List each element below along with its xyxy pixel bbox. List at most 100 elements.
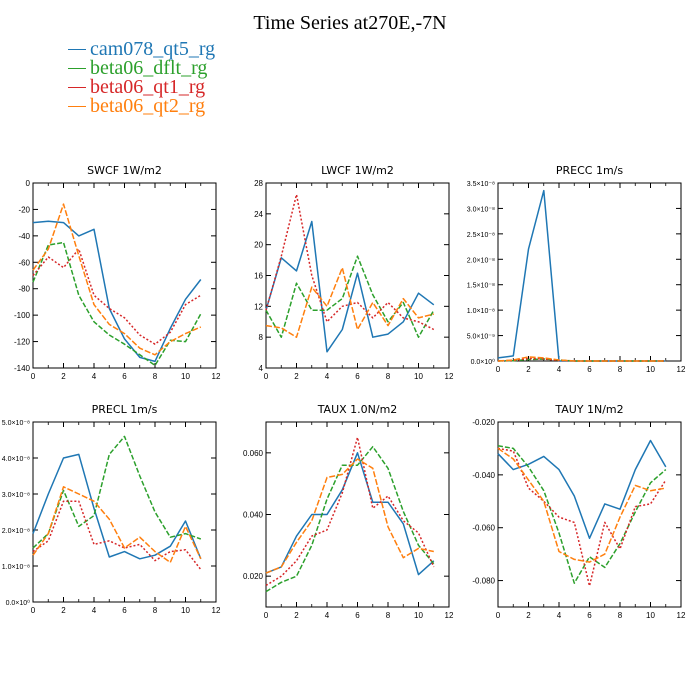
- x-tick-label: 0: [31, 372, 36, 381]
- y-tick-label: 0.060: [243, 449, 264, 458]
- x-tick-label: 10: [646, 611, 655, 620]
- x-tick-label: 12: [445, 611, 454, 620]
- legend-label: beta06_qt2_rg: [90, 95, 206, 117]
- y-tick-label: 0.0×10⁰: [6, 599, 31, 607]
- chart-panel: PRECC 1m/s 0 2 4 6 8 10 12 0.0×10⁰ 5.0×10⁻⁹ 1.0×10…: [467, 164, 686, 374]
- y-tick-label: 1.0×10⁻⁸: [2, 564, 30, 571]
- legend-label: beta06_dflt_rg: [90, 57, 208, 79]
- x-tick-label: 12: [677, 611, 686, 620]
- legend-swatch: [68, 87, 86, 88]
- x-tick-label: 12: [212, 606, 221, 615]
- series-line: [32, 241, 202, 367]
- panel-title: PRECL 1m/s: [92, 403, 158, 416]
- y-tick-label: 24: [254, 210, 263, 219]
- x-tick-label: 10: [414, 372, 423, 381]
- y-tick-label: -40: [18, 232, 30, 241]
- legend-swatch: [68, 106, 86, 107]
- y-tick-label: -120: [14, 338, 31, 347]
- x-tick-label: 12: [212, 372, 221, 381]
- x-tick-label: 8: [153, 372, 158, 381]
- x-tick-label: 6: [122, 606, 127, 615]
- x-tick-label: 8: [386, 611, 391, 620]
- y-tick-label: 28: [254, 179, 263, 188]
- x-tick-label: 0: [264, 372, 269, 381]
- panel-title: TAUX 1.0N/m2: [317, 403, 398, 416]
- legend-swatch: [68, 68, 86, 69]
- series-line: [32, 500, 202, 571]
- x-tick-label: 2: [526, 365, 531, 374]
- series-line: [32, 435, 202, 549]
- x-tick-label: 4: [557, 611, 562, 620]
- y-tick-label: -0.080: [472, 577, 495, 586]
- panel-title: TAUY 1N/m2: [554, 403, 623, 416]
- legend: cam078_qt5_rg beta06_dflt_rg beta06_qt1_rg…: [68, 38, 216, 117]
- x-tick-label: 4: [557, 365, 562, 374]
- x-tick-label: 6: [355, 611, 360, 620]
- series-line: [265, 436, 435, 587]
- chart-panel: TAUX 1.0N/m2 0 2 4 6 8 10 12 0.020 0.040 0.060: [243, 403, 454, 620]
- x-tick-label: 10: [414, 611, 423, 620]
- y-tick-label: 20: [254, 241, 263, 250]
- x-tick-label: 2: [526, 611, 531, 620]
- x-tick-label: 0: [264, 611, 269, 620]
- legend-label: beta06_qt1_rg: [90, 76, 206, 98]
- series-line: [265, 458, 434, 574]
- series-line: [265, 452, 435, 576]
- x-tick-label: 8: [386, 372, 391, 381]
- x-tick-label: 10: [181, 372, 190, 381]
- x-tick-label: 10: [646, 365, 655, 374]
- panel-title: LWCF 1W/m2: [321, 164, 394, 177]
- plot-frame: [265, 421, 450, 608]
- y-tick-label: 3.0×10⁻⁸: [2, 492, 30, 499]
- series-line: [265, 255, 435, 338]
- x-tick-label: 8: [153, 606, 158, 615]
- y-tick-label: 0.0×10⁰: [471, 358, 496, 366]
- series-line: [497, 356, 666, 362]
- y-tick-label: -80: [18, 285, 30, 294]
- series-line: [32, 220, 202, 363]
- series-line: [497, 189, 666, 362]
- series-line: [32, 453, 202, 560]
- y-tick-label: 16: [254, 272, 263, 281]
- y-tick-label: 4.0×10⁻⁸: [2, 456, 30, 463]
- series-line: [32, 486, 202, 564]
- y-tick-label: -0.060: [472, 524, 495, 533]
- y-tick-label: 1.0×10⁻⁸: [467, 308, 495, 315]
- y-tick-label: 3.0×10⁻⁸: [467, 206, 495, 213]
- plot-frame: [32, 182, 217, 369]
- legend-swatch: [68, 49, 86, 50]
- y-tick-label: 0: [26, 179, 31, 188]
- x-tick-label: 8: [618, 611, 623, 620]
- series-line: [497, 445, 667, 584]
- panel-title: SWCF 1W/m2: [87, 164, 162, 177]
- y-tick-label: 1.5×10⁻⁸: [467, 283, 495, 290]
- x-tick-label: 6: [122, 372, 127, 381]
- x-tick-label: 2: [61, 372, 66, 381]
- y-tick-label: 5.0×10⁻⁹: [467, 334, 495, 341]
- y-tick-label: -100: [14, 311, 31, 320]
- x-tick-label: 0: [31, 606, 36, 615]
- series-line: [497, 447, 667, 587]
- x-tick-label: 6: [587, 365, 592, 374]
- chart-panel: PRECL 1m/s 0 2 4 6 8 10 12 0.0×10⁰ 1.0×10⁻⁸ 2.0×10…: [2, 403, 221, 615]
- x-tick-label: 0: [496, 365, 501, 374]
- plot-frame: [497, 421, 682, 608]
- legend-label: cam078_qt5_rg: [90, 38, 216, 60]
- legend-item: beta06_qt1_rg: [68, 76, 215, 98]
- series-line: [497, 447, 666, 563]
- x-tick-label: 2: [294, 611, 299, 620]
- y-tick-label: -0.040: [472, 471, 495, 480]
- x-tick-label: 6: [587, 611, 592, 620]
- x-tick-label: 0: [496, 611, 501, 620]
- x-tick-label: 10: [181, 606, 190, 615]
- chart-panel: TAUY 1N/m2 0 2 4 6 8 10 12 -0.080 -0.060 -0.040 -0.…: [472, 403, 686, 620]
- plot-frame: [32, 421, 217, 603]
- panel-title: PRECC 1m/s: [556, 164, 624, 177]
- x-tick-label: 8: [618, 365, 623, 374]
- series-line: [32, 203, 202, 356]
- y-tick-label: 5.0×10⁻⁸: [2, 420, 30, 427]
- x-tick-label: 4: [92, 606, 97, 615]
- y-tick-label: 12: [254, 302, 263, 311]
- y-tick-label: -60: [18, 258, 30, 267]
